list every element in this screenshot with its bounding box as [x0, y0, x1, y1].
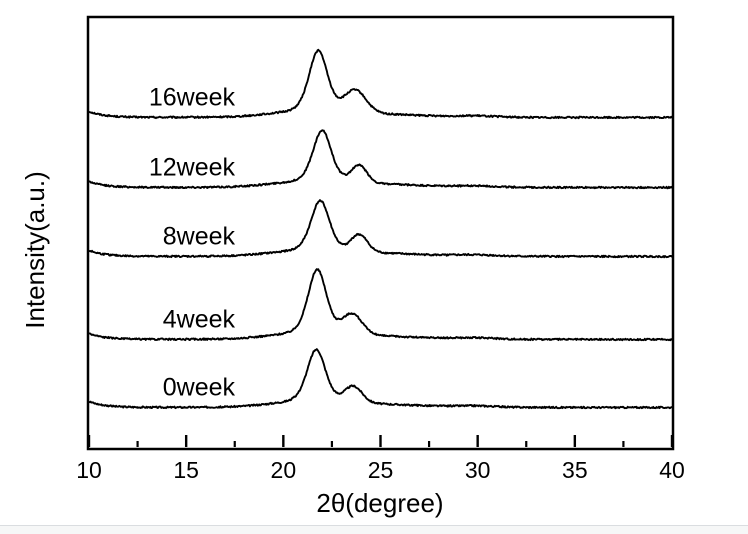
window-bottom-strip [0, 525, 748, 534]
series-label-0week: 0week [163, 374, 236, 402]
x-axis-ticks [87, 435, 674, 447]
xrd-curves [88, 48, 673, 410]
x-tick-label: 25 [368, 457, 394, 483]
plot-border [86, 15, 675, 451]
x-tick-label: 35 [562, 457, 588, 483]
x-tick-label: 40 [659, 457, 685, 483]
series-label-12week: 12week [149, 154, 236, 182]
x-axis-title: 2θ(degree) [316, 488, 443, 518]
x-axis-tick-labels: 10 15 20 25 30 35 40 [76, 457, 685, 483]
xrd-curve-4week [88, 268, 673, 342]
x-tick-label: 20 [271, 457, 297, 483]
series-labels: 16week 12week 8week 4week 0week [149, 84, 236, 402]
series-label-16week: 16week [149, 84, 236, 112]
series-label-4week: 4week [163, 306, 236, 334]
xrd-curve-8week [88, 199, 673, 259]
x-tick-label: 30 [465, 457, 491, 483]
xrd-curve-0week [88, 348, 673, 410]
x-tick-label: 10 [76, 457, 102, 483]
y-axis-title: Intensity(a.u.) [20, 171, 50, 329]
x-tick-label: 15 [173, 457, 199, 483]
xrd-curve-12week [88, 129, 673, 190]
xrd-curve-16week [88, 48, 673, 120]
series-label-8week: 8week [163, 223, 236, 251]
